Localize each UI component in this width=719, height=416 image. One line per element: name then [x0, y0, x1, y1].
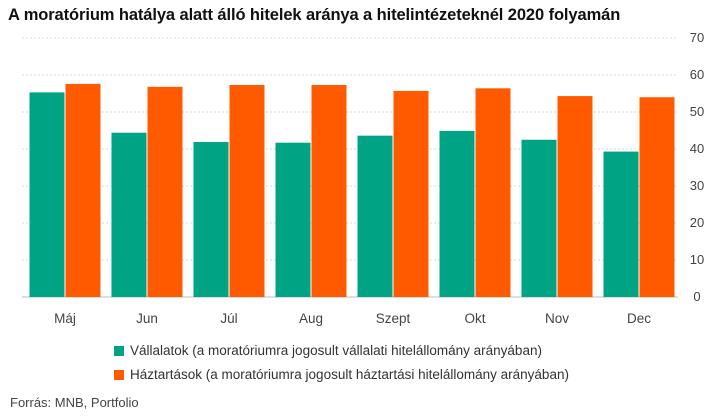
y-tick-label: 50	[690, 104, 704, 119]
x-tick-label: Szept	[376, 311, 411, 326]
bar-series-1	[521, 139, 557, 297]
y-tick-label: 10	[690, 252, 704, 267]
chart-title: A moratórium hatálya alatt álló hitelek …	[8, 6, 621, 24]
bar-series-1	[603, 151, 639, 297]
bar-series-1	[193, 141, 229, 297]
x-tick-label: Aug	[299, 311, 323, 326]
bar-series-2	[639, 97, 675, 297]
bar-series-2	[311, 84, 347, 298]
y-tick-label: 0	[693, 289, 700, 304]
bar-series-2	[229, 84, 265, 298]
bar-series-2	[65, 83, 101, 297]
y-tick-label: 60	[690, 67, 704, 82]
x-tick-label: Dec	[627, 311, 651, 326]
x-tick-label: Jun	[136, 311, 158, 326]
x-tick-label: Júl	[220, 311, 237, 326]
y-tick-label: 40	[690, 141, 704, 156]
bars	[29, 83, 675, 298]
bar-series-2	[475, 88, 511, 297]
legend-item-series-1: Vállalatok (a moratóriumra jogosult váll…	[114, 343, 542, 358]
legend-swatch-series-1	[114, 345, 124, 356]
y-axis-ticks: 0 10 20 30 40 50 60 70	[690, 30, 704, 304]
legend-label-series-2: Háztartások (a moratóriumra jogosult ház…	[130, 367, 569, 382]
y-tick-label: 20	[690, 215, 704, 230]
source-note: Forrás: MNB, Portfolio	[10, 395, 139, 410]
bar-series-1	[275, 142, 311, 297]
x-tick-label: Máj	[54, 311, 76, 326]
bar-series-2	[147, 86, 183, 297]
bar-series-1	[357, 135, 393, 297]
y-tick-label: 70	[690, 30, 704, 45]
bar-series-2	[557, 96, 593, 297]
x-tick-label: Nov	[545, 311, 569, 326]
bar-series-1	[111, 132, 147, 297]
x-axis-ticks: Máj Jun Júl Aug Szept Okt Nov Dec	[54, 311, 651, 326]
bar-series-1	[439, 130, 475, 297]
legend-item-series-2: Háztartások (a moratóriumra jogosult ház…	[114, 367, 569, 382]
x-tick-label: Okt	[464, 311, 485, 326]
legend-label-series-1: Vállalatok (a moratóriumra jogosult váll…	[130, 343, 542, 358]
legend-swatch-series-2	[114, 369, 124, 380]
bar-series-1	[29, 92, 65, 297]
bar-series-2	[393, 90, 429, 297]
y-tick-label: 30	[690, 178, 704, 193]
